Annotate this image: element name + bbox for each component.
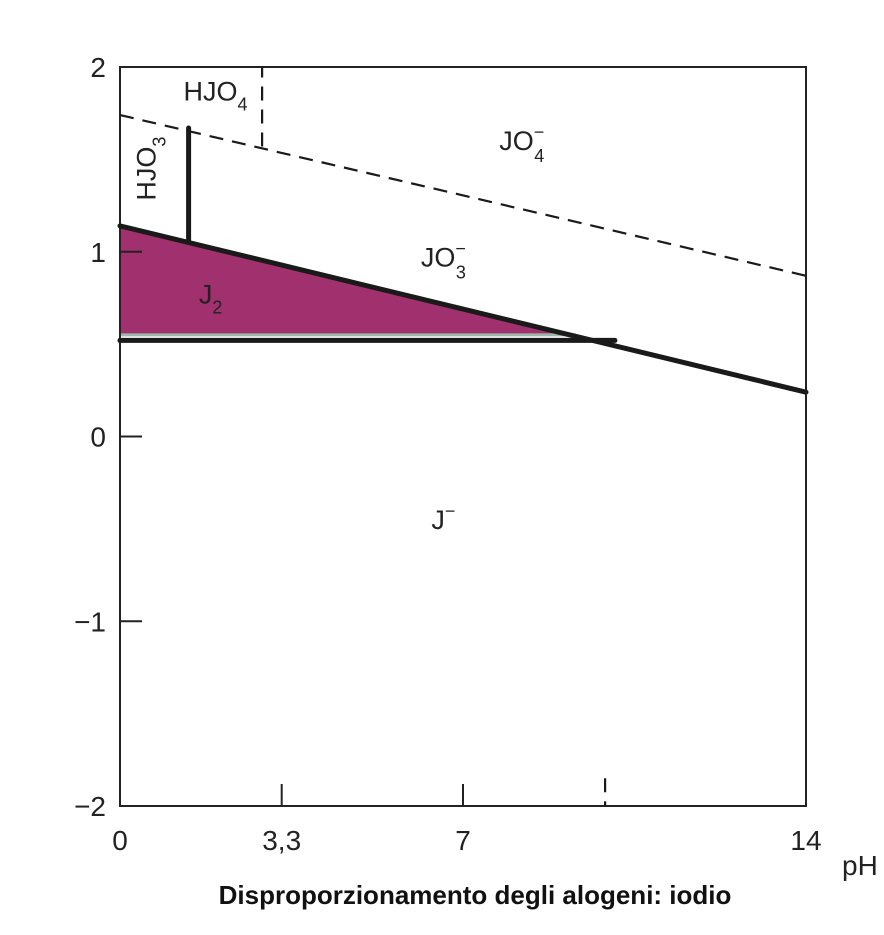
- region-label-j2: J2: [199, 279, 223, 317]
- y-tick-label: −1: [74, 606, 106, 637]
- jo3-j-line: [117, 223, 809, 395]
- region-label-j-minus: J−: [431, 501, 455, 535]
- region-label-jo3-minus: JO− 3: [421, 239, 466, 283]
- region-label-hjo4: HJO4: [184, 76, 248, 114]
- region-label-hjo3: HJO3: [131, 137, 169, 201]
- x-tick-label: 3,3: [262, 825, 301, 856]
- region-label-jo4-minus: JO− 4: [499, 122, 544, 166]
- chart-title: Disproporzionamento degli alogeni: iodio: [218, 880, 732, 910]
- x-tick-label: 0: [112, 825, 128, 856]
- x-tick-label: 7: [455, 825, 471, 856]
- x-tick-label: 14: [790, 825, 821, 856]
- y-tick-label: −2: [74, 791, 106, 822]
- jo4-jo3-line: [119, 113, 807, 277]
- x-axis-label: pH: [842, 850, 878, 881]
- y-tick-label: 1: [90, 237, 106, 268]
- y-tick-label: 2: [90, 52, 106, 83]
- plot-frame: [119, 66, 807, 807]
- y-tick-label: 0: [90, 422, 106, 453]
